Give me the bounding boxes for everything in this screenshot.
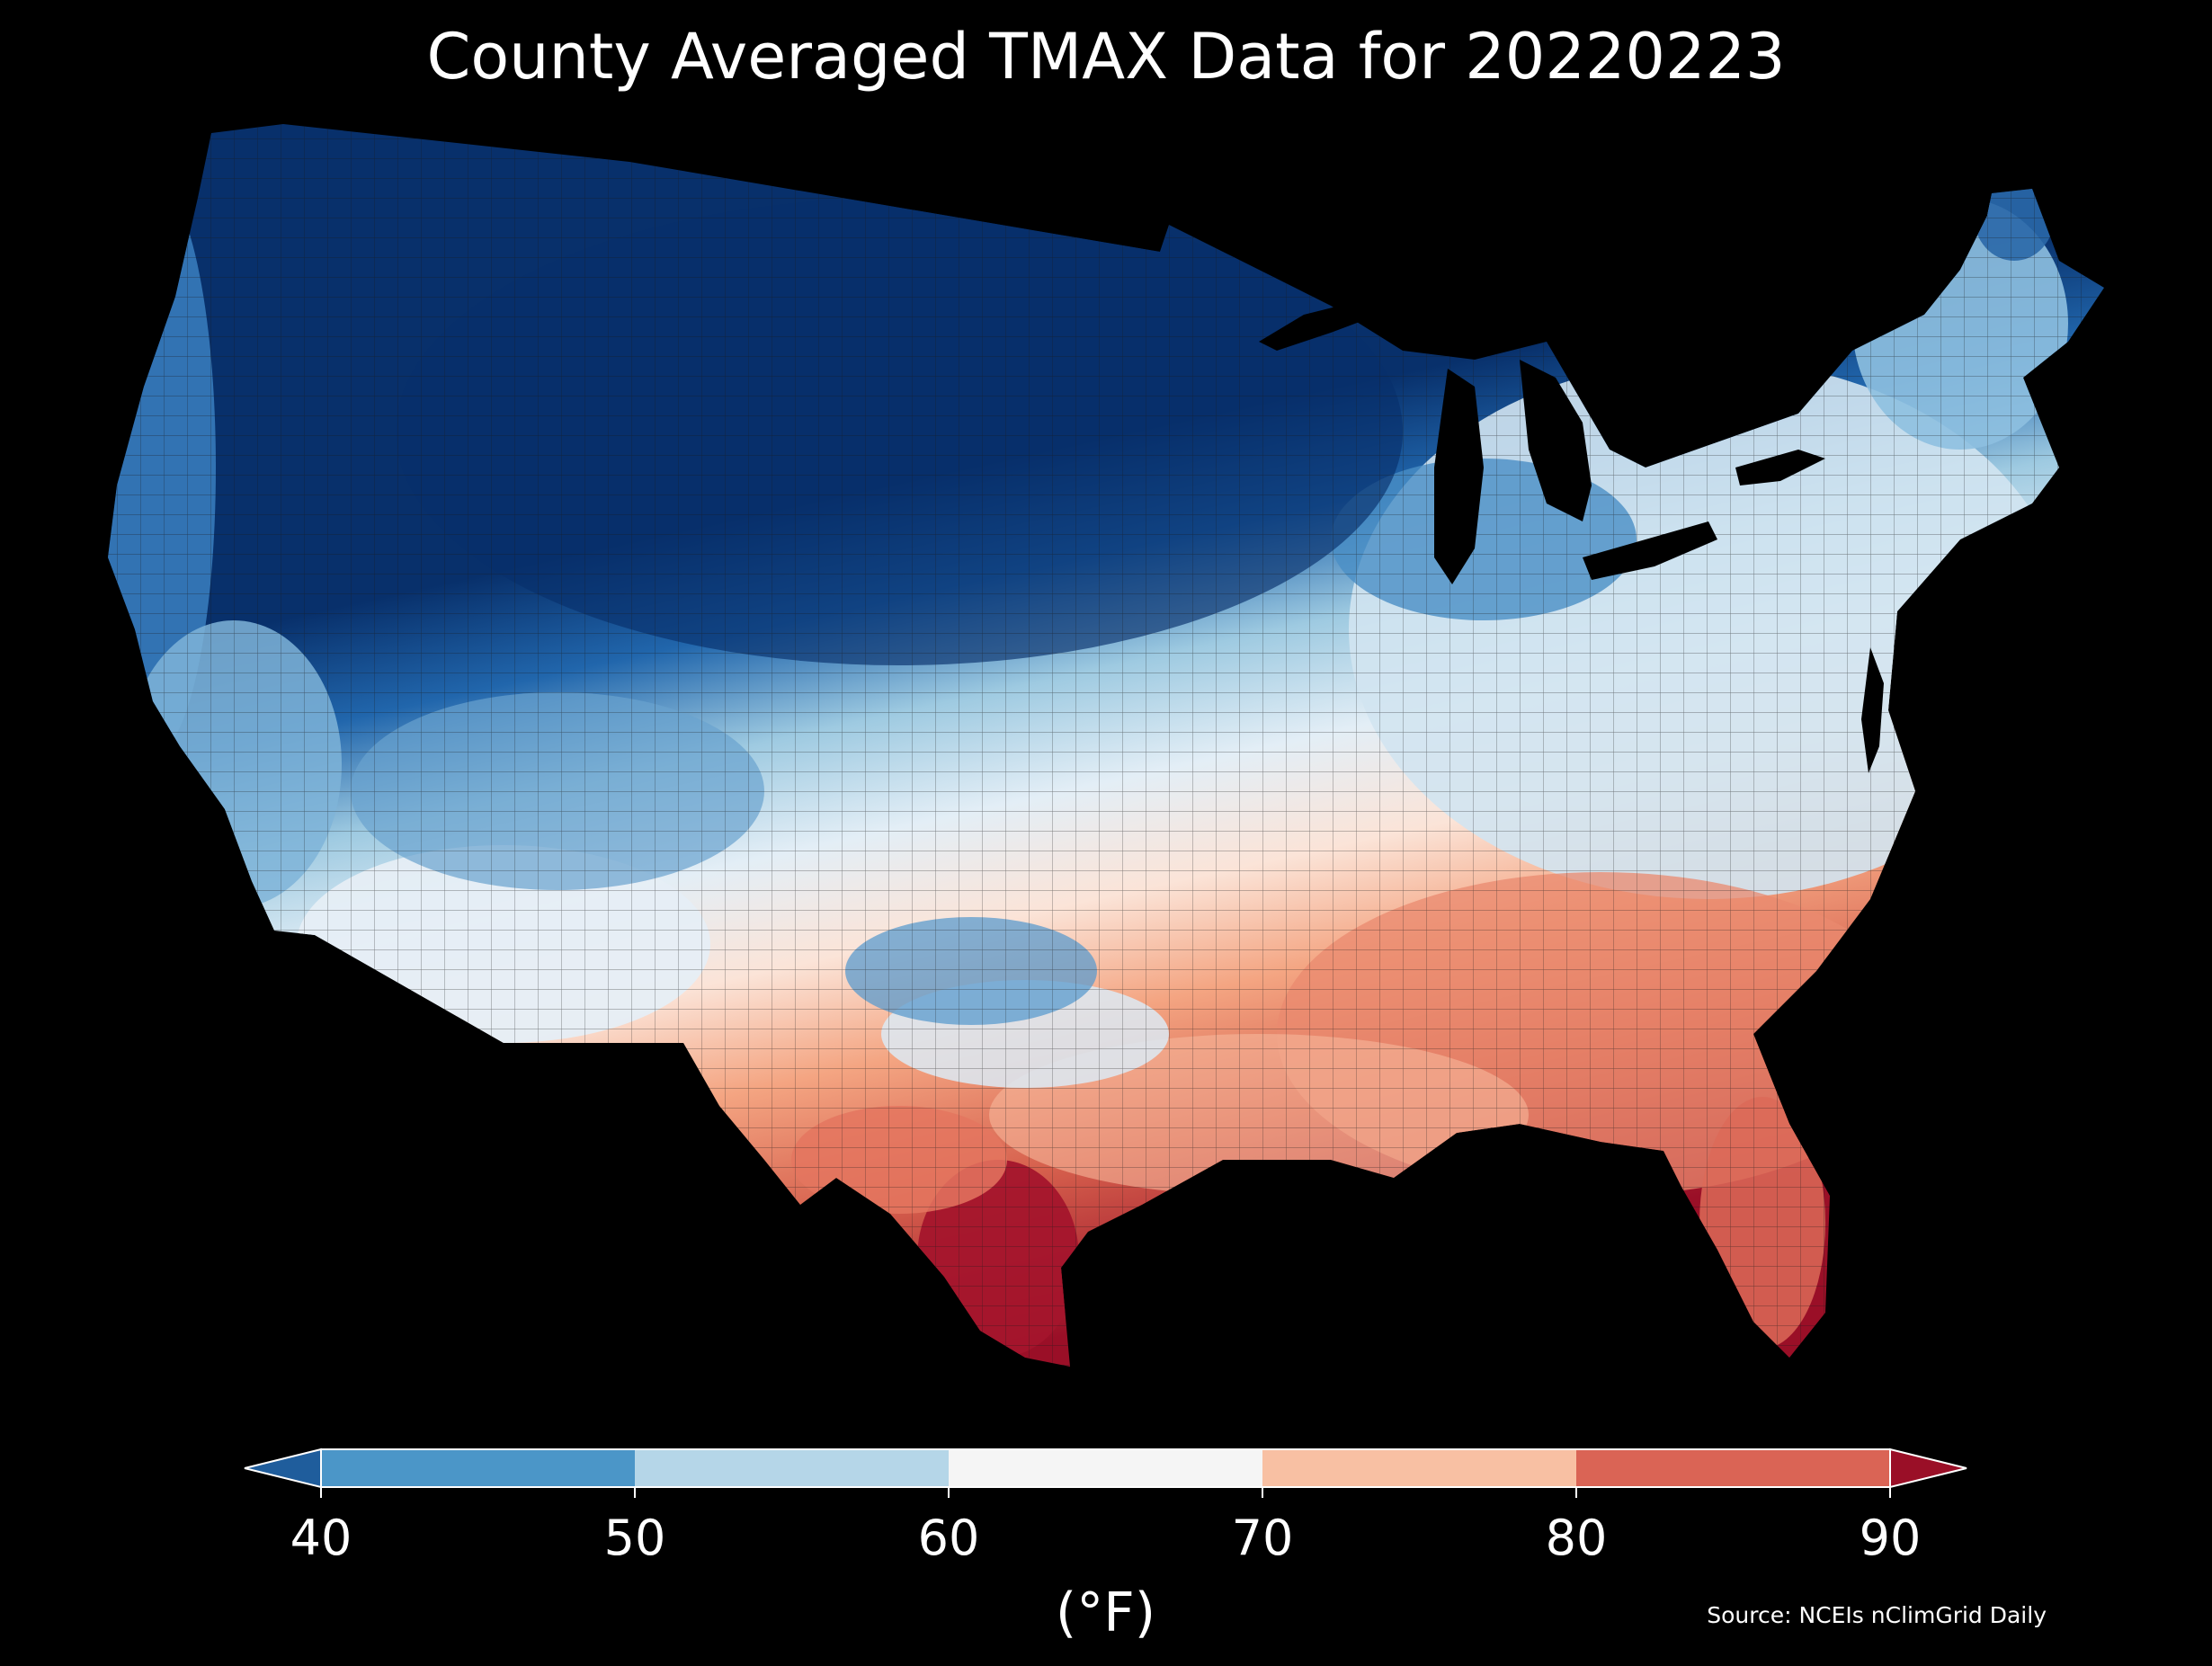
source-note: Source: NCEIs nClimGrid Daily [1707, 1602, 2047, 1628]
colorbar-tick-label: 90 [1860, 1510, 1922, 1566]
lake-huron [1520, 360, 1592, 521]
colorbar-band-60-70 [949, 1449, 1262, 1487]
lake-erie [1583, 521, 1717, 580]
colorbar-band-40-50 [321, 1449, 635, 1487]
colorbar-band-70-80 [1262, 1449, 1576, 1487]
colorbar-extend-high [1889, 1448, 1967, 1489]
colorbar-tick-label: 70 [1232, 1510, 1294, 1566]
colorbar-band-50-60 [635, 1449, 949, 1487]
chesapeake-bay [1861, 647, 1884, 773]
colorbar-frame [320, 1448, 1891, 1488]
great-lakes [1259, 270, 1884, 773]
colorbar-band-80-90 [1576, 1449, 1890, 1487]
us-county-map [108, 124, 2104, 1367]
page-title: County Averaged TMAX Data for 20220223 [426, 20, 1786, 94]
colorbar-tick-label: 60 [918, 1510, 980, 1566]
colorbar: 40 50 60 70 80 90 (°F) [244, 1448, 1967, 1644]
colorbar-tick-label: 50 [604, 1510, 666, 1566]
lake-superior [1259, 270, 1412, 351]
colorbar-tick-label: 40 [290, 1510, 352, 1566]
colorbar-unit-label: (°F) [1056, 1581, 1155, 1644]
colorbar-tick-label: 80 [1546, 1510, 1608, 1566]
lake-ontario [1735, 450, 1825, 486]
colorbar-extend-low [244, 1448, 322, 1489]
lake-michigan [1434, 369, 1484, 584]
